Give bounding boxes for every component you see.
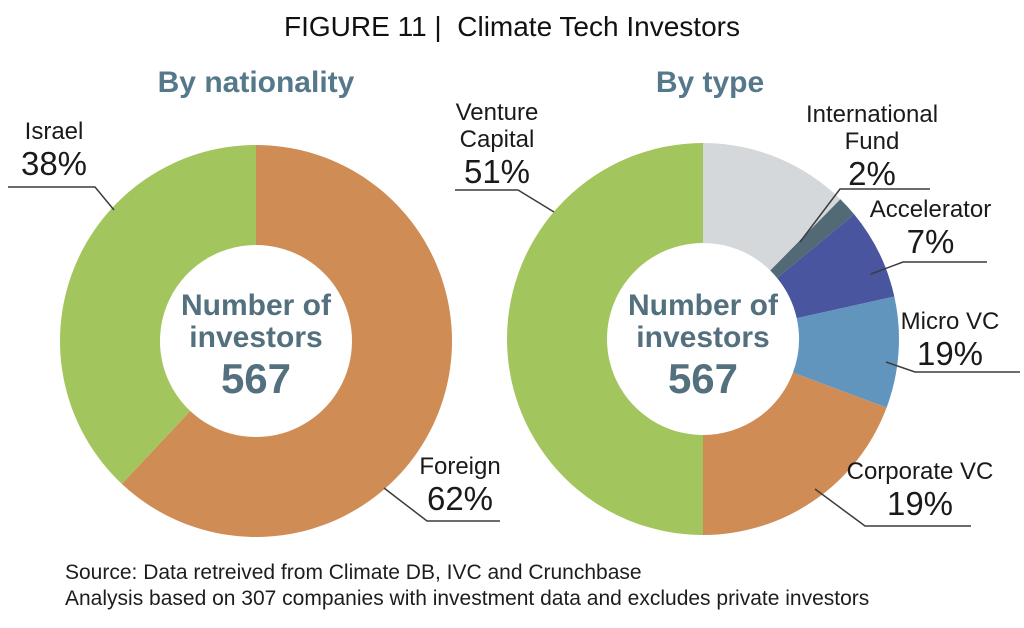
callout-corporate-vc: Corporate VC 19% [845,458,995,522]
donut-by-nationality [59,145,452,537]
callout-percent-israel: 38% [20,145,88,182]
leader-line-foreign [383,487,500,522]
donut-by-type [507,143,899,535]
leader-line-corporate-vc [814,488,971,527]
leader-line-venture-capital [455,189,555,213]
callout-accelerator: Accelerator 7% [858,196,1003,260]
callout-label-venture-capital: Capital [459,126,535,153]
callout-international-fund: International Fund 2% [797,101,947,192]
leader-line-accelerator [870,261,987,275]
callout-israel: Israel 38% [6,118,102,182]
callout-percent-international-fund: 2% [848,155,896,192]
callout-label-international-fund: Fund [844,128,900,155]
callout-label-accelerator: Accelerator [869,196,992,223]
source-note: Source: Data retreived from Climate DB, … [65,560,1014,612]
callout-label-venture-capital: Venture [455,99,539,126]
center-label-line: Number of [181,289,331,322]
right-chart-title: By type [655,66,765,99]
right-donut-center-label: Number of investors 567 [603,290,803,404]
donut-segment-corporate-vc [703,372,887,535]
callout-micro-vc: Micro VC 19% [895,308,1005,372]
donut-segment-foreign [121,145,452,537]
donut-segment-international-fund [770,199,855,278]
callout-venture-capital: Venture Capital 51% [447,99,547,190]
center-label-line: investors [636,321,770,354]
callout-label-micro-vc: Micro VC [900,308,1000,335]
left-chart-title: By nationality [157,66,355,99]
callout-percent-corporate-vc: 19% [886,485,954,522]
callout-percent-foreign: 62% [426,480,494,517]
center-label-value: 567 [220,355,292,402]
donut-segment-accelerator [777,214,895,319]
leader-line-micro-vc [885,361,1020,373]
left-donut-center-label: Number of investors 567 [156,290,356,404]
callout-label-israel: Israel [24,118,84,145]
callout-label-corporate-vc: Corporate VC [846,458,994,485]
donut-segment-unlabeled [703,143,841,271]
callout-percent-micro-vc: 19% [916,335,984,372]
callout-percent-accelerator: 7% [906,223,955,260]
source-line-2: Analysis based on 307 companies with inv… [65,587,870,610]
callout-percent-venture-capital: 51% [463,153,531,190]
donut-segment-venture-capital [507,143,703,535]
donut-segment-micro-vc [792,296,899,408]
leader-line-international-fund [799,188,930,243]
source-line-1: Source: Data retreived from Climate DB, … [65,561,642,584]
donut-segment-israel [59,145,256,484]
callout-label-international-fund: International [805,101,939,128]
center-label-line: investors [189,321,323,354]
center-label-line: Number of [628,289,778,322]
center-label-value: 567 [667,355,739,402]
callout-label-foreign: Foreign [419,453,501,480]
figure-title: FIGURE 11 | Climate Tech Investors [284,11,740,42]
leader-line-israel [8,186,115,211]
callout-foreign: Foreign 62% [410,453,510,517]
